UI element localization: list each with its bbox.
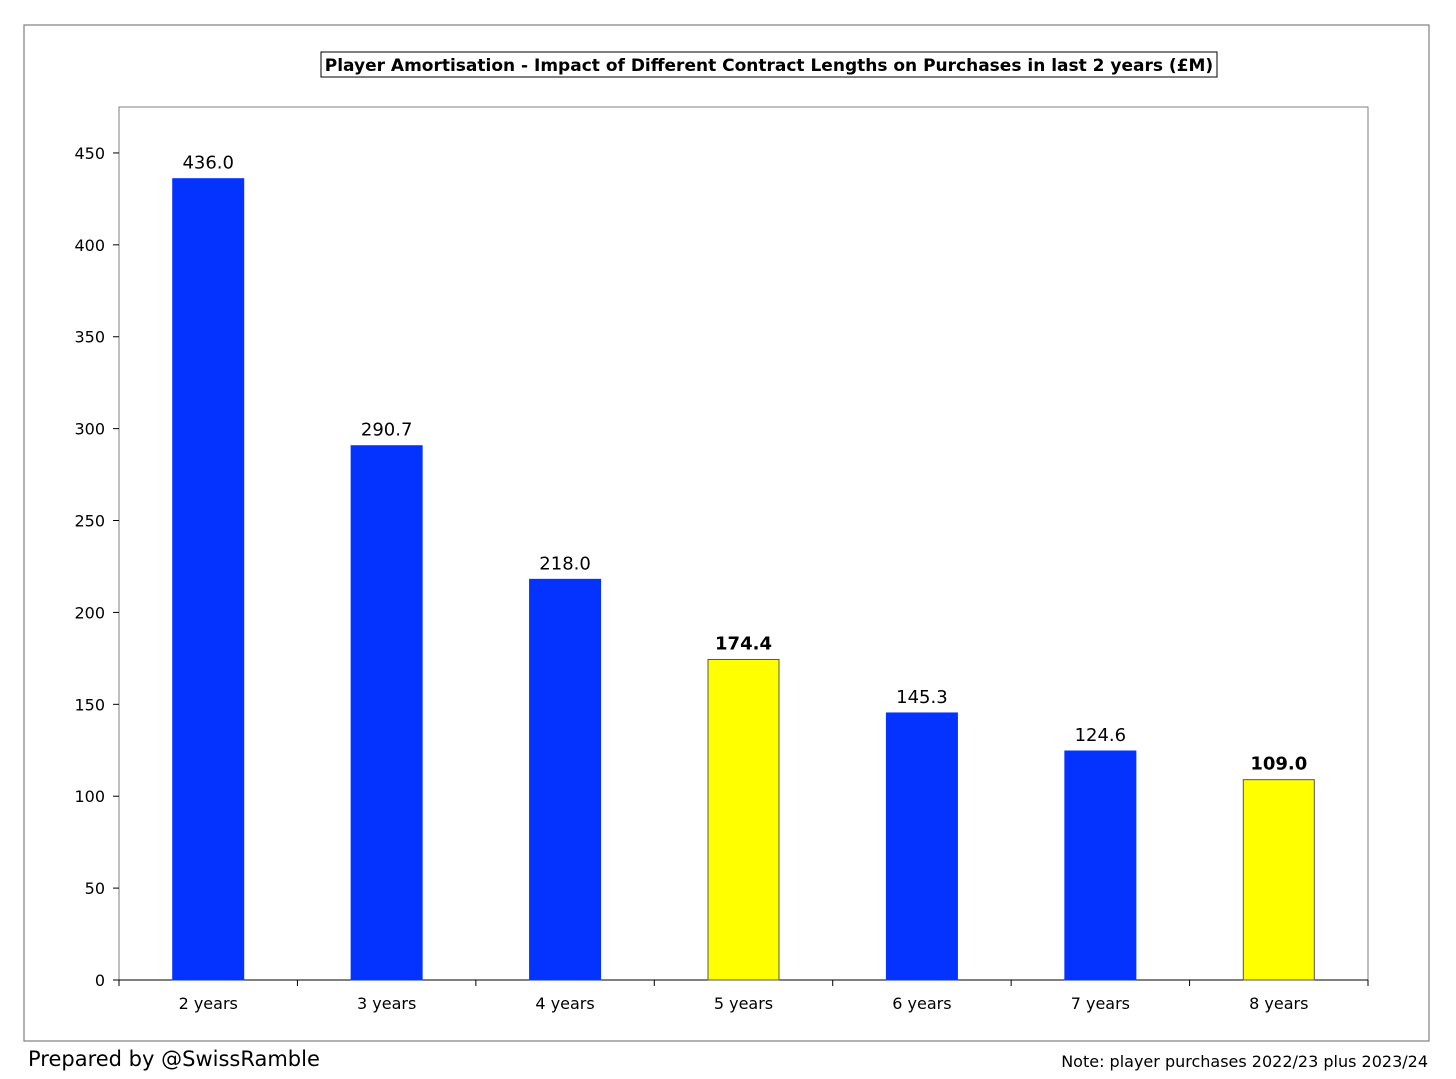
y-tick-label: 450 xyxy=(74,144,105,163)
note-text: Note: player purchases 2022/23 plus 2023… xyxy=(1061,1052,1428,1071)
data-label: 436.0 xyxy=(182,153,234,174)
bar-3-years xyxy=(350,445,423,981)
data-label: 145.3 xyxy=(896,687,948,708)
data-label: 174.4 xyxy=(715,633,772,654)
y-tick-label: 250 xyxy=(74,512,105,531)
x-tick-label: 6 years xyxy=(892,994,951,1013)
data-labels: 436.0 290.7 218.0 174.4 145.3 124.6 109.0 xyxy=(182,153,1307,775)
data-label: 124.6 xyxy=(1075,725,1127,746)
y-tick-label: 0 xyxy=(95,971,105,990)
bar-4-years xyxy=(529,578,602,981)
bar-2-years xyxy=(172,178,245,981)
y-tick-label: 100 xyxy=(74,787,105,806)
y-tick-label: 350 xyxy=(74,328,105,347)
y-tick-label: 300 xyxy=(74,420,105,439)
data-label: 218.0 xyxy=(539,553,591,574)
bar-6-years xyxy=(885,712,958,981)
x-tick-label: 5 years xyxy=(714,994,773,1013)
plot-area xyxy=(118,106,1369,981)
x-tick-label: 2 years xyxy=(179,994,238,1013)
x-tick-label: 7 years xyxy=(1071,994,1130,1013)
bars xyxy=(172,178,1315,981)
y-tick-label: 50 xyxy=(85,879,105,898)
credit-text: Prepared by @SwissRamble xyxy=(28,1047,320,1071)
x-tick-label: 3 years xyxy=(357,994,416,1013)
bar-7-years xyxy=(1064,750,1137,981)
y-tick-label: 200 xyxy=(74,603,105,622)
y-axis: 0 50 100 150 200 250 300 350 400 450 xyxy=(74,144,119,990)
bar-8-years xyxy=(1242,779,1315,981)
y-tick-label: 150 xyxy=(74,695,105,714)
data-label: 109.0 xyxy=(1250,754,1307,775)
x-tick-label: 8 years xyxy=(1249,994,1308,1013)
data-label: 290.7 xyxy=(361,420,413,441)
title-box xyxy=(320,51,1218,78)
y-tick-label: 400 xyxy=(74,236,105,255)
x-tick-label: 4 years xyxy=(535,994,594,1013)
chart-title: Player Amortisation - Impact of Differen… xyxy=(325,56,1213,76)
bar-5-years xyxy=(707,658,780,981)
